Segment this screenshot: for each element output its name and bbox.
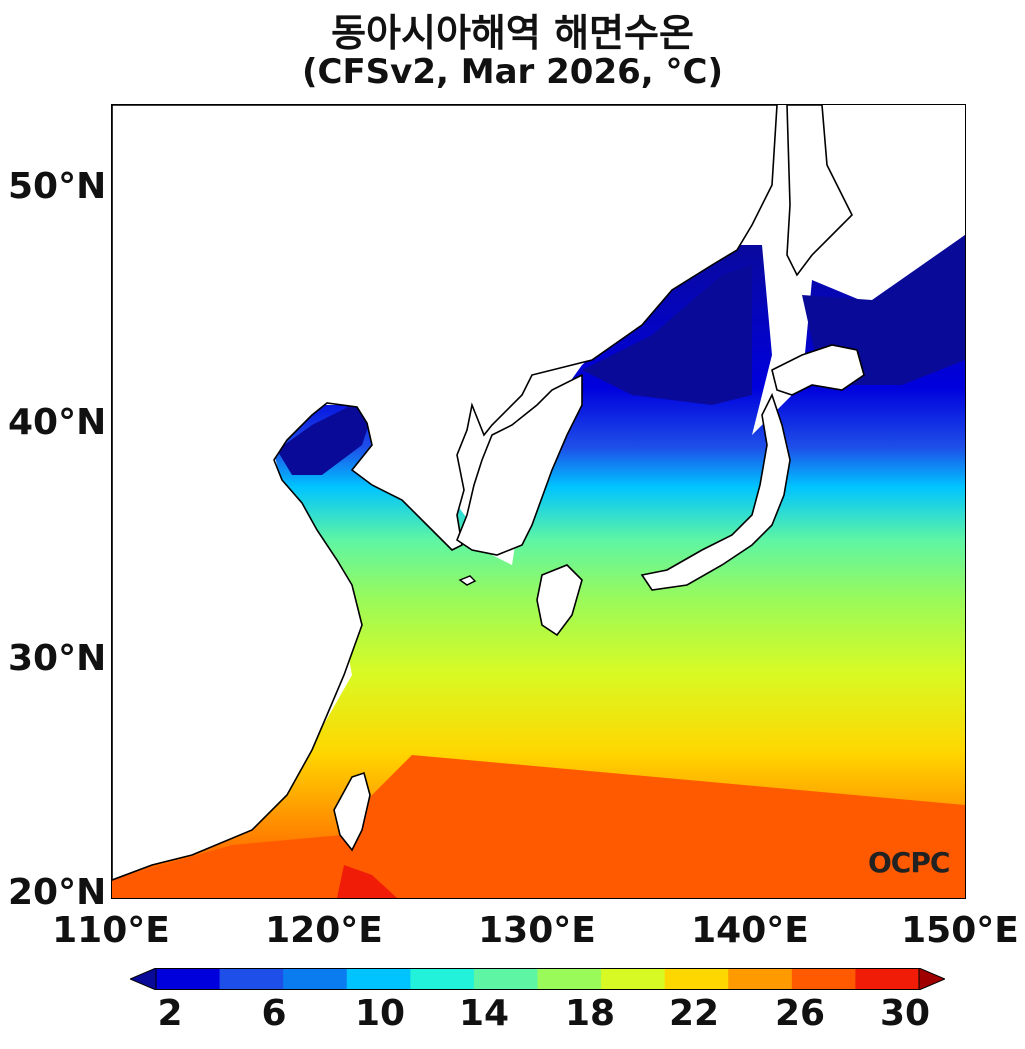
lon-label-140e: 140°E (691, 910, 809, 951)
colorbar-segment (219, 968, 284, 990)
colorbar-segment (601, 968, 666, 990)
band-warm-south (112, 755, 965, 898)
land-asia-mainland (112, 105, 778, 881)
lon-label-150e: 150°E (901, 910, 1019, 951)
ocpc-logo: OCPC (868, 846, 950, 879)
land-japan-kyushu (536, 564, 583, 637)
land-hokkaido (771, 344, 865, 396)
sst-map (111, 104, 966, 899)
map-subtitle: (CFSv2, Mar 2026, °C) (301, 52, 724, 92)
band-hot-luzon (337, 865, 397, 898)
colorbar-segment (664, 968, 729, 990)
colorbar-tick-10: 10 (354, 993, 406, 1034)
colorbar-outline (155, 968, 920, 990)
band-cold-eastsea (582, 265, 752, 405)
lat-label-20n: 20°N (8, 872, 107, 913)
land-jeju (458, 575, 477, 586)
map-title: 동아시아해역 해면수온 (331, 11, 694, 55)
land-taiwan (333, 771, 371, 852)
colorbar-tick-6: 6 (261, 993, 287, 1034)
colorbar-segment (346, 968, 411, 990)
colorbar-extend-high (918, 968, 945, 990)
colorbar-tick-2: 2 (157, 993, 183, 1034)
colorbar-tick-30: 30 (879, 993, 931, 1034)
band-cold-bohai (277, 405, 372, 475)
colorbar-segment (728, 968, 793, 990)
colorbar-tick-26: 26 (774, 993, 826, 1034)
lat-label-30n: 30°N (8, 638, 107, 679)
colorbar-segment (473, 968, 538, 990)
land-korea (456, 373, 583, 556)
colorbar-tick-14: 14 (458, 993, 510, 1034)
colorbar-segment (410, 968, 475, 990)
colorbar (130, 968, 945, 990)
lat-label-40n: 40°N (8, 402, 107, 443)
colorbar-segment (283, 968, 348, 990)
colorbar-extend-low (130, 968, 157, 990)
colorbar-segment (156, 968, 221, 990)
colorbar-segment (537, 968, 602, 990)
lat-label-50n: 50°N (8, 166, 107, 207)
colorbar-tick-18: 18 (564, 993, 616, 1034)
colorbar-segment (791, 968, 856, 990)
sea-region-base (112, 235, 965, 898)
lon-label-130e: 130°E (478, 910, 596, 951)
colorbar-segment (855, 968, 920, 990)
land-sakhalin (786, 105, 853, 277)
land-japan-honshu (640, 392, 791, 591)
lon-label-110e: 110°E (52, 910, 170, 951)
lon-label-120e: 120°E (265, 910, 383, 951)
colorbar-tick-22: 22 (668, 993, 720, 1034)
sst-map-svg (112, 105, 965, 898)
